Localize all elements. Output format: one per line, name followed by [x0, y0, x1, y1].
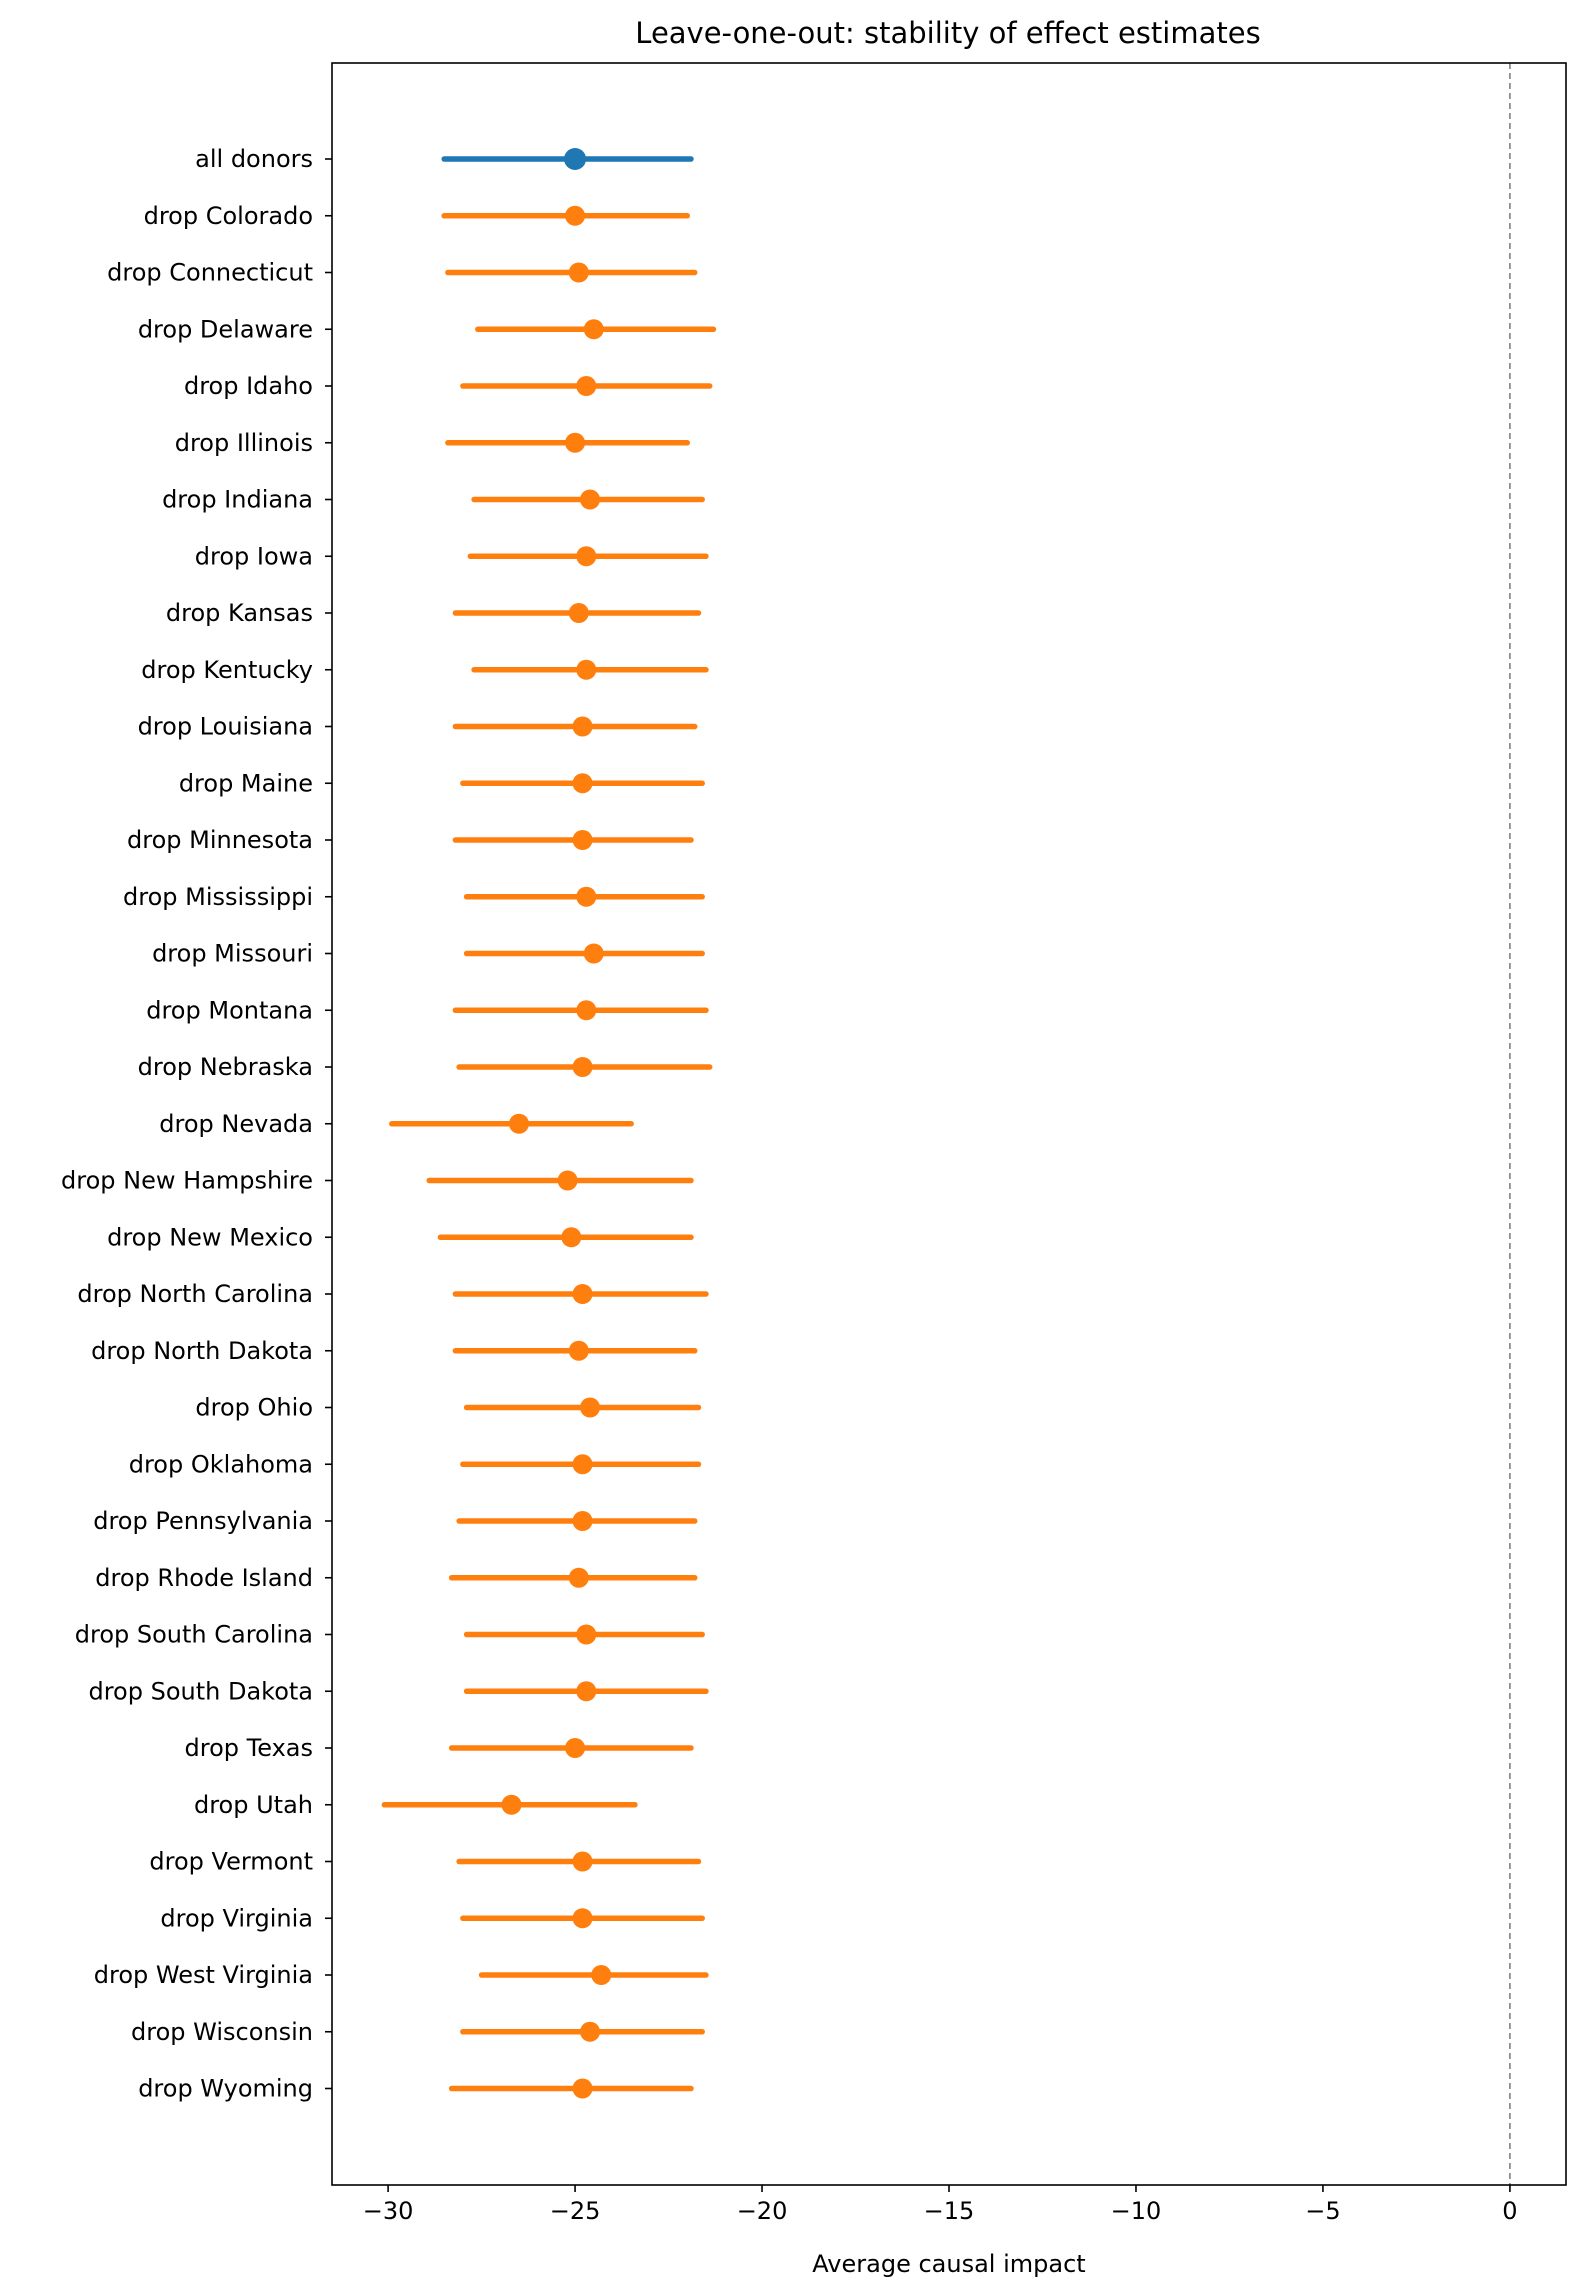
point-estimate	[583, 943, 604, 964]
point-estimate	[568, 1567, 589, 1588]
point-estimate	[572, 830, 593, 850]
point-estimate	[557, 1170, 578, 1191]
y-tick-label: drop Kentucky	[141, 656, 313, 684]
y-tick-label: drop Kansas	[166, 599, 313, 627]
y-tick-label: drop Rhode Island	[95, 1564, 313, 1592]
x-axis-ticks: −30 −25 −20 −15 −10 −5 0	[363, 2185, 1518, 2225]
point-estimate	[565, 1738, 586, 1758]
y-tick-label: drop Idaho	[184, 372, 313, 400]
x-tick-label: −15	[924, 2197, 975, 2225]
y-tick-label: drop Iowa	[195, 542, 313, 570]
y-tick-label: drop Minnesota	[127, 826, 313, 854]
y-tick-label: drop Utah	[194, 1791, 313, 1819]
point-estimate	[501, 1794, 522, 1815]
y-tick-label: drop Wisconsin	[131, 2018, 313, 2046]
x-tick-label: −25	[550, 2197, 601, 2225]
point-estimate	[565, 205, 586, 226]
point-estimate	[572, 1057, 593, 1077]
point-estimate	[580, 2021, 601, 2042]
y-tick-label: drop West Virginia	[94, 1961, 313, 1989]
point-estimate	[568, 1340, 589, 1361]
y-tick-label: drop Connecticut	[107, 259, 313, 287]
y-tick-label: drop Montana	[146, 996, 313, 1024]
y-tick-label: drop Nevada	[159, 1110, 313, 1138]
point-estimate	[564, 148, 587, 170]
point-estimate	[572, 1454, 593, 1475]
x-tick-label: −30	[363, 2197, 414, 2225]
x-axis-title: Average causal impact	[812, 2250, 1085, 2278]
y-tick-label: drop New Hampshire	[61, 1167, 313, 1195]
y-tick-label: drop Mississippi	[123, 883, 313, 911]
y-tick-label: drop New Mexico	[107, 1223, 313, 1251]
y-tick-label: drop Colorado	[144, 202, 313, 230]
point-estimate	[572, 1851, 593, 1872]
y-tick-label: drop South Carolina	[75, 1621, 313, 1649]
point-estimate	[583, 319, 604, 340]
y-tick-label: drop North Carolina	[77, 1280, 313, 1308]
point-estimate	[508, 1113, 529, 1134]
x-tick-label: 0	[1502, 2197, 1517, 2225]
point-estimate	[572, 2078, 593, 2099]
y-tick-label: drop South Dakota	[88, 1677, 313, 1705]
y-tick-label: drop Wyoming	[138, 2075, 313, 2103]
y-tick-label: all donors	[195, 145, 313, 173]
y-tick-label: drop Oklahoma	[129, 1450, 313, 1478]
point-estimate	[576, 886, 597, 907]
y-tick-label: drop Illinois	[175, 429, 313, 457]
point-estimate	[591, 1965, 612, 1985]
point-estimates	[501, 148, 612, 2099]
point-estimate	[561, 1227, 582, 1248]
y-tick-label: drop North Dakota	[91, 1337, 313, 1365]
point-estimate	[576, 1624, 597, 1645]
y-tick-label: drop Nebraska	[138, 1053, 313, 1081]
point-estimate	[572, 716, 593, 737]
point-estimate	[580, 1397, 601, 1418]
x-tick-label: −20	[737, 2197, 788, 2225]
x-tick-label: −10	[1111, 2197, 1162, 2225]
point-estimate	[576, 376, 597, 396]
y-tick-label: drop Missouri	[152, 940, 313, 968]
y-tick-label: drop Ohio	[195, 1394, 313, 1422]
x-tick-label: −5	[1305, 2197, 1340, 2225]
point-estimate	[565, 432, 586, 453]
y-tick-label: drop Louisiana	[138, 713, 313, 741]
point-estimate	[572, 1511, 593, 1531]
point-estimate	[572, 1908, 593, 1929]
y-tick-label: drop Indiana	[162, 486, 313, 514]
point-estimate	[580, 489, 601, 510]
point-estimate	[576, 1000, 597, 1021]
y-tick-label: drop Vermont	[149, 1848, 313, 1876]
y-tick-label: drop Delaware	[138, 315, 313, 343]
point-estimate	[572, 1284, 593, 1304]
y-tick-label: drop Texas	[185, 1734, 313, 1762]
point-estimate	[568, 603, 589, 623]
point-estimate	[572, 773, 593, 794]
y-tick-label: drop Pennsylvania	[93, 1507, 313, 1535]
chart-title: Leave-one-out: stability of effect estim…	[635, 16, 1260, 50]
y-tick-label: drop Maine	[179, 769, 313, 797]
y-axis-ticks: all donors drop Colorado drop Connecticut d…	[61, 145, 332, 2103]
point-estimate	[576, 1681, 597, 1702]
point-estimate	[568, 262, 589, 283]
y-tick-label: drop Virginia	[160, 1904, 313, 1932]
point-estimate	[576, 659, 597, 680]
point-estimate	[576, 546, 597, 567]
